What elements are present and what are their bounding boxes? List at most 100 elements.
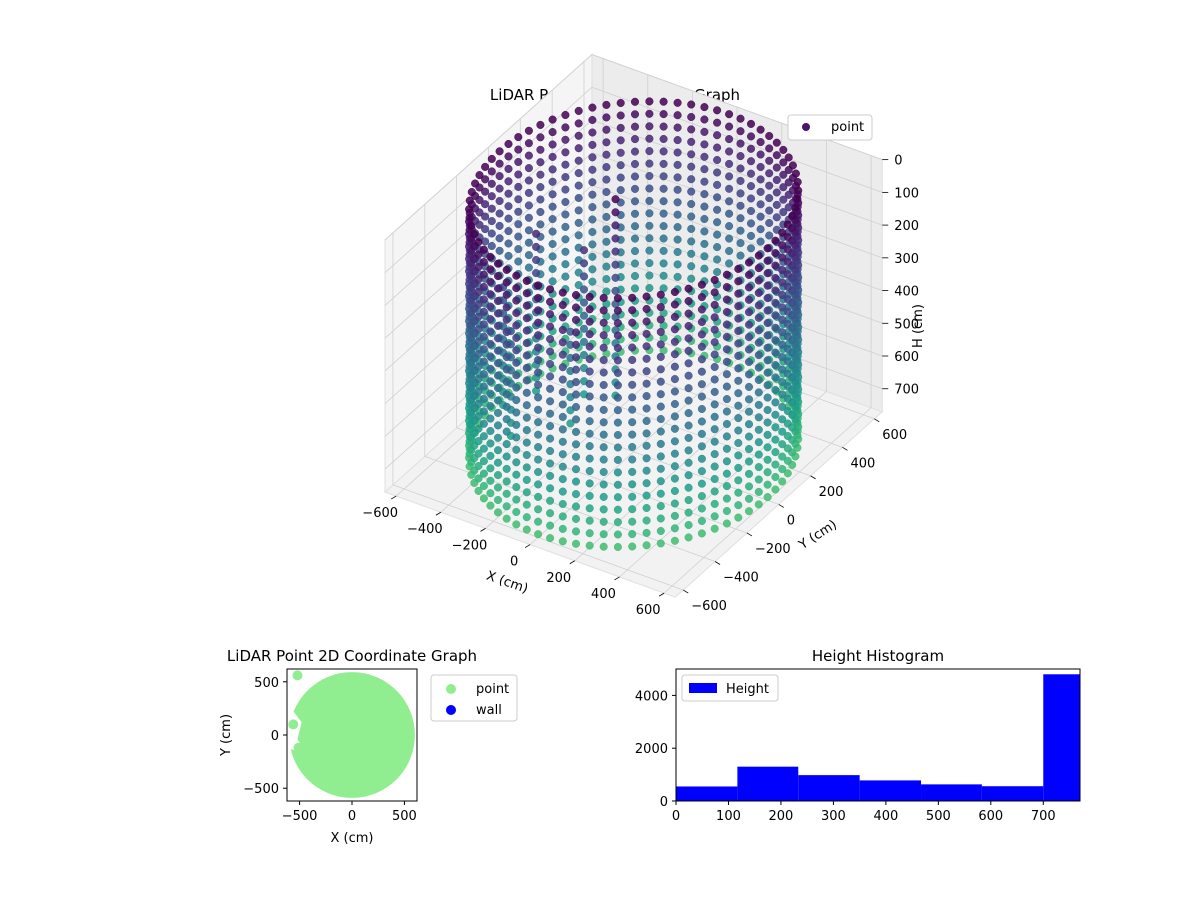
chart-3d-point [725, 184, 734, 193]
chart-3d-point [524, 263, 533, 272]
chart-3d-point [479, 469, 488, 478]
chart-3d-point [558, 425, 567, 434]
chart-3d-point [670, 312, 679, 321]
chart-3d-point [772, 213, 781, 222]
chart-3d-point [659, 197, 668, 206]
chart-3d-point [710, 300, 719, 309]
chart-3d-point [765, 169, 774, 178]
chart-3d-point [630, 284, 640, 293]
chart-3d-point [522, 513, 531, 522]
chart-3d-point [585, 429, 594, 438]
chart-2d-plot-area [287, 670, 415, 798]
chart-3d-point [734, 476, 743, 485]
chart-3d-point [763, 381, 772, 390]
chart-3d-point [713, 180, 722, 189]
chart-3d-point [778, 290, 787, 299]
x-tick-label: 600 [636, 603, 661, 618]
chart-3d-point [599, 530, 608, 539]
chart-3d-point [771, 472, 780, 482]
chart-3d-point [670, 375, 679, 384]
chart-3d-point [571, 527, 581, 536]
chart-3d-point [470, 230, 479, 239]
chart-3d-point [602, 163, 611, 172]
chart-3d-point [645, 234, 654, 243]
chart-3d-point [754, 450, 763, 459]
chart-3d-point [645, 209, 654, 218]
chart-3d-point [628, 418, 637, 427]
chart-3d-point [571, 365, 581, 374]
chart-3d-point [613, 542, 622, 552]
chart-3d-point [656, 452, 665, 461]
chart-3d-point [746, 169, 756, 178]
chart-3d-point [763, 455, 772, 464]
chart-2d-legend-wall-label: wall [476, 703, 502, 718]
chart-3d-point [771, 460, 780, 469]
chart-3d-point [502, 303, 511, 312]
chart-3d-point [465, 205, 474, 214]
chart-3d-point [558, 325, 567, 334]
chart-3d-point [522, 413, 531, 422]
chart-3d-point [670, 486, 679, 496]
chart-3d-point [659, 222, 668, 231]
chart-3d-point [524, 126, 533, 135]
chart-3d-point [546, 422, 555, 431]
chart-3d-point [585, 292, 594, 301]
chart-3d-point [616, 173, 625, 182]
chart-3d-point [642, 292, 651, 301]
chart-3d-point [512, 346, 521, 355]
chart-3d-point [656, 427, 665, 436]
chart-3d-point [756, 175, 765, 184]
chart-3d-point [673, 247, 682, 257]
chart-3d-point [673, 235, 682, 244]
chart-3d-point [548, 227, 557, 236]
chart-3d-point [642, 479, 651, 488]
chart-3d-point [628, 405, 637, 414]
chart-3d-point [734, 401, 743, 410]
chart-3d-point [585, 404, 594, 413]
chart-3d-point [558, 537, 567, 546]
chart-3d-point [754, 276, 763, 285]
chart-3d-point [778, 303, 787, 312]
chart-3d-point [628, 492, 637, 501]
chart-3d-point [630, 234, 640, 243]
chart-3d-point [722, 320, 731, 329]
chart-3d-legend: point [787, 114, 873, 141]
chart-3d-point [616, 136, 625, 145]
chart-3d-point [486, 464, 495, 473]
chart-3d-point [642, 491, 651, 500]
chart-3d-point [479, 345, 488, 354]
chart-3d-point [522, 500, 531, 509]
chart-3d-point [697, 367, 706, 376]
chart-3d-point [734, 463, 743, 472]
chart-3d-point [642, 304, 651, 314]
chart-3d-point [558, 313, 567, 322]
chart-3d-point [613, 331, 622, 340]
chart-3d-point [585, 479, 594, 488]
chart-3d-point [571, 303, 581, 312]
chart-3d-point [659, 234, 668, 243]
chart-3d-point [599, 443, 608, 452]
chart-3d-point [502, 278, 511, 287]
chart-3d-point [656, 352, 665, 361]
chart-3d-point [599, 343, 608, 352]
chart-3d-point [697, 442, 706, 451]
chart-3d-point [722, 519, 731, 528]
chart-3d-point [763, 480, 772, 489]
chart-3d-point [788, 212, 797, 221]
chart-3d-point [778, 415, 787, 424]
chart-3d-point [763, 405, 772, 415]
chart-3d-point [558, 350, 567, 359]
chart-3d-point [536, 133, 545, 142]
chart-3d-point [779, 183, 788, 192]
chart-3d-point [754, 326, 763, 335]
chart-3d-point [585, 305, 594, 314]
chart-3d-point [754, 363, 763, 372]
chart-3d-point [734, 351, 743, 360]
chart-3d-point [659, 159, 668, 168]
chart-3d-point [486, 389, 495, 398]
chart-3d-point [502, 352, 511, 362]
chart-3d-point [659, 147, 668, 156]
chart-3d-point [588, 277, 597, 286]
chart-3d-point [722, 395, 731, 404]
